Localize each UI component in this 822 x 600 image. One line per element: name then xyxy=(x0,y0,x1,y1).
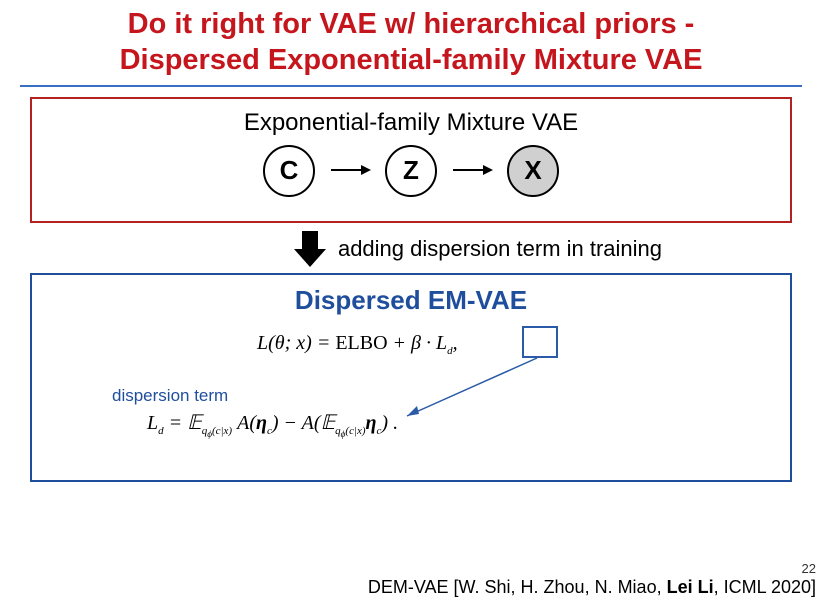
node-x: X xyxy=(507,145,559,197)
arrow-z-x xyxy=(455,170,489,171)
equation-area: L(θ; x) = ELBO + β · Ld, dispersion term… xyxy=(42,326,780,456)
node-z: Z xyxy=(385,145,437,197)
callout-arrow xyxy=(397,356,557,432)
emvae-title: Exponential-family Mixture VAE xyxy=(42,109,780,137)
equation-ld: Ld = 𝔼qϕ(c|x) A(ηc) − A(𝔼qϕ(c|x)ηc) . xyxy=(147,410,398,439)
emvae-box: Exponential-family Mixture VAE C Z X xyxy=(30,97,792,223)
dem-vae-box: Dispersed EM-VAE L(θ; x) = ELBO + β · Ld… xyxy=(30,273,792,482)
graphical-model: C Z X xyxy=(42,145,780,197)
transition-row: adding dispersion term in training xyxy=(0,229,822,269)
equation-loss: L(θ; x) = ELBO + β · Ld, xyxy=(257,332,458,357)
title-line2: Dispersed Exponential-family Mixture VAE xyxy=(120,44,703,76)
transition-label: adding dispersion term in training xyxy=(338,236,662,262)
title-line1: Do it right for VAE w/ hierarchical prio… xyxy=(128,8,695,40)
down-arrow-icon xyxy=(290,229,330,269)
citation: DEM-VAE [W. Shi, H. Zhou, N. Miao, Lei L… xyxy=(368,577,816,598)
arrow-c-z xyxy=(333,170,367,171)
dispersion-term-label: dispersion term xyxy=(112,386,228,406)
ld-highlight-box xyxy=(522,326,558,358)
page-number: 22 xyxy=(802,561,816,576)
dem-vae-title: Dispersed EM-VAE xyxy=(42,285,780,316)
title-underline xyxy=(20,85,802,87)
slide-title: Do it right for VAE w/ hierarchical prio… xyxy=(0,0,822,83)
node-c: C xyxy=(263,145,315,197)
